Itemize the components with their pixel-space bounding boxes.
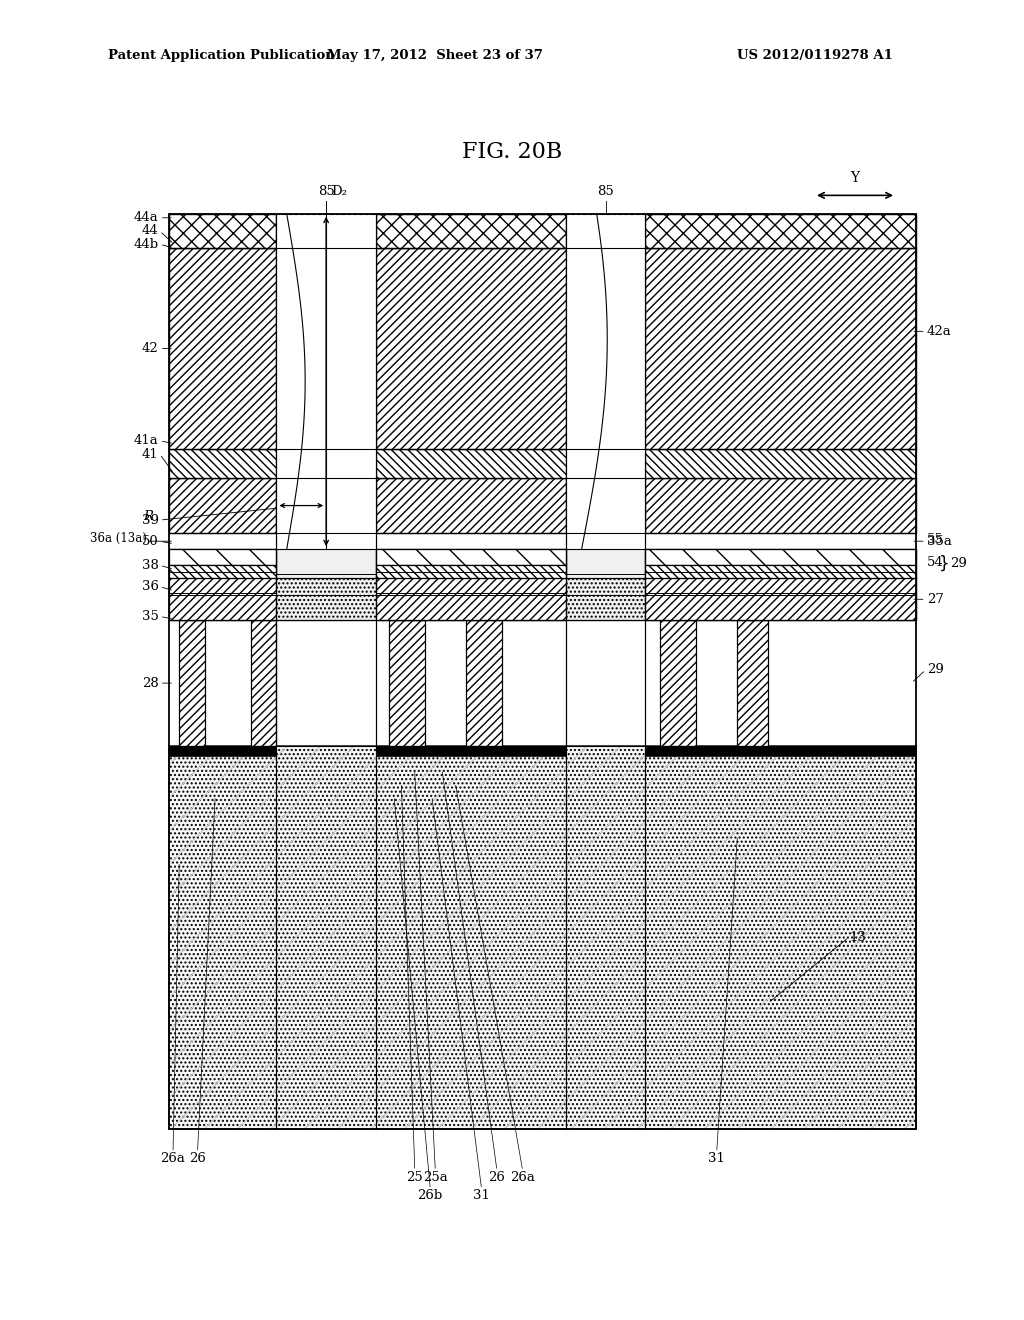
Bar: [645, 449, 916, 478]
Text: 85: 85: [317, 185, 335, 198]
Text: 26: 26: [189, 1152, 206, 1166]
Text: Patent Application Publication: Patent Application Publication: [108, 49, 334, 62]
Bar: [169, 214, 916, 1129]
Text: 44b: 44b: [133, 238, 159, 251]
Bar: [376, 746, 566, 756]
Text: 38: 38: [142, 558, 159, 572]
Text: 55: 55: [927, 533, 943, 546]
Bar: [169, 578, 916, 620]
Text: }: }: [939, 554, 949, 573]
Text: 44: 44: [142, 224, 159, 238]
Text: 36: 36: [141, 581, 159, 593]
Text: 42a: 42a: [927, 325, 951, 338]
Text: 13: 13: [850, 931, 866, 944]
Text: 27: 27: [927, 593, 943, 606]
Text: 39: 39: [141, 513, 159, 527]
Bar: [376, 449, 566, 478]
Text: 41: 41: [142, 447, 159, 461]
Bar: [169, 746, 276, 756]
Bar: [466, 620, 502, 746]
Bar: [660, 620, 696, 746]
Bar: [169, 578, 916, 620]
Bar: [169, 549, 916, 578]
Text: D₂: D₂: [332, 185, 347, 198]
Bar: [376, 565, 566, 578]
Text: 25: 25: [407, 1171, 423, 1184]
Text: R: R: [143, 510, 154, 523]
Bar: [645, 478, 916, 533]
Bar: [251, 620, 276, 746]
Text: US 2012/0119278 A1: US 2012/0119278 A1: [737, 49, 893, 62]
Bar: [645, 549, 916, 620]
Bar: [645, 549, 916, 565]
Text: 36a (13a): 36a (13a): [89, 532, 146, 545]
Text: 54: 54: [927, 556, 943, 569]
Bar: [179, 620, 205, 746]
Text: 25a: 25a: [423, 1171, 447, 1184]
Text: 29: 29: [927, 664, 943, 676]
Text: 85: 85: [597, 185, 614, 198]
Bar: [169, 549, 276, 620]
Text: 26b: 26b: [418, 1189, 442, 1203]
Text: 41a: 41a: [134, 434, 159, 447]
Text: 35: 35: [142, 610, 159, 623]
Text: 35a: 35a: [927, 535, 951, 548]
Bar: [645, 248, 916, 449]
Bar: [169, 549, 276, 565]
Text: 29: 29: [950, 557, 967, 570]
Bar: [645, 746, 916, 756]
Bar: [169, 248, 276, 449]
Bar: [376, 214, 566, 248]
Text: 31: 31: [473, 1189, 489, 1203]
Bar: [376, 549, 566, 620]
Bar: [169, 449, 276, 478]
Bar: [645, 214, 916, 248]
Text: Y: Y: [851, 170, 859, 185]
Bar: [276, 214, 376, 549]
Bar: [376, 248, 566, 449]
Bar: [566, 214, 645, 549]
Text: 26a: 26a: [510, 1171, 535, 1184]
Bar: [169, 565, 276, 578]
Bar: [737, 620, 768, 746]
Text: FIG. 20B: FIG. 20B: [462, 141, 562, 162]
Bar: [169, 478, 276, 533]
Bar: [169, 746, 916, 1129]
Text: May 17, 2012  Sheet 23 of 37: May 17, 2012 Sheet 23 of 37: [328, 49, 543, 62]
Bar: [169, 214, 276, 248]
Bar: [389, 620, 425, 746]
Bar: [169, 746, 916, 1129]
Text: 50: 50: [142, 535, 159, 548]
Text: 31: 31: [709, 1152, 725, 1166]
Bar: [376, 549, 566, 565]
Text: 42: 42: [142, 342, 159, 355]
Text: 26: 26: [488, 1171, 505, 1184]
Text: 28: 28: [142, 677, 159, 689]
Text: 26a: 26a: [161, 1152, 185, 1166]
Bar: [376, 478, 566, 533]
Text: 44a: 44a: [134, 211, 159, 224]
Bar: [169, 607, 916, 620]
Bar: [645, 565, 916, 578]
